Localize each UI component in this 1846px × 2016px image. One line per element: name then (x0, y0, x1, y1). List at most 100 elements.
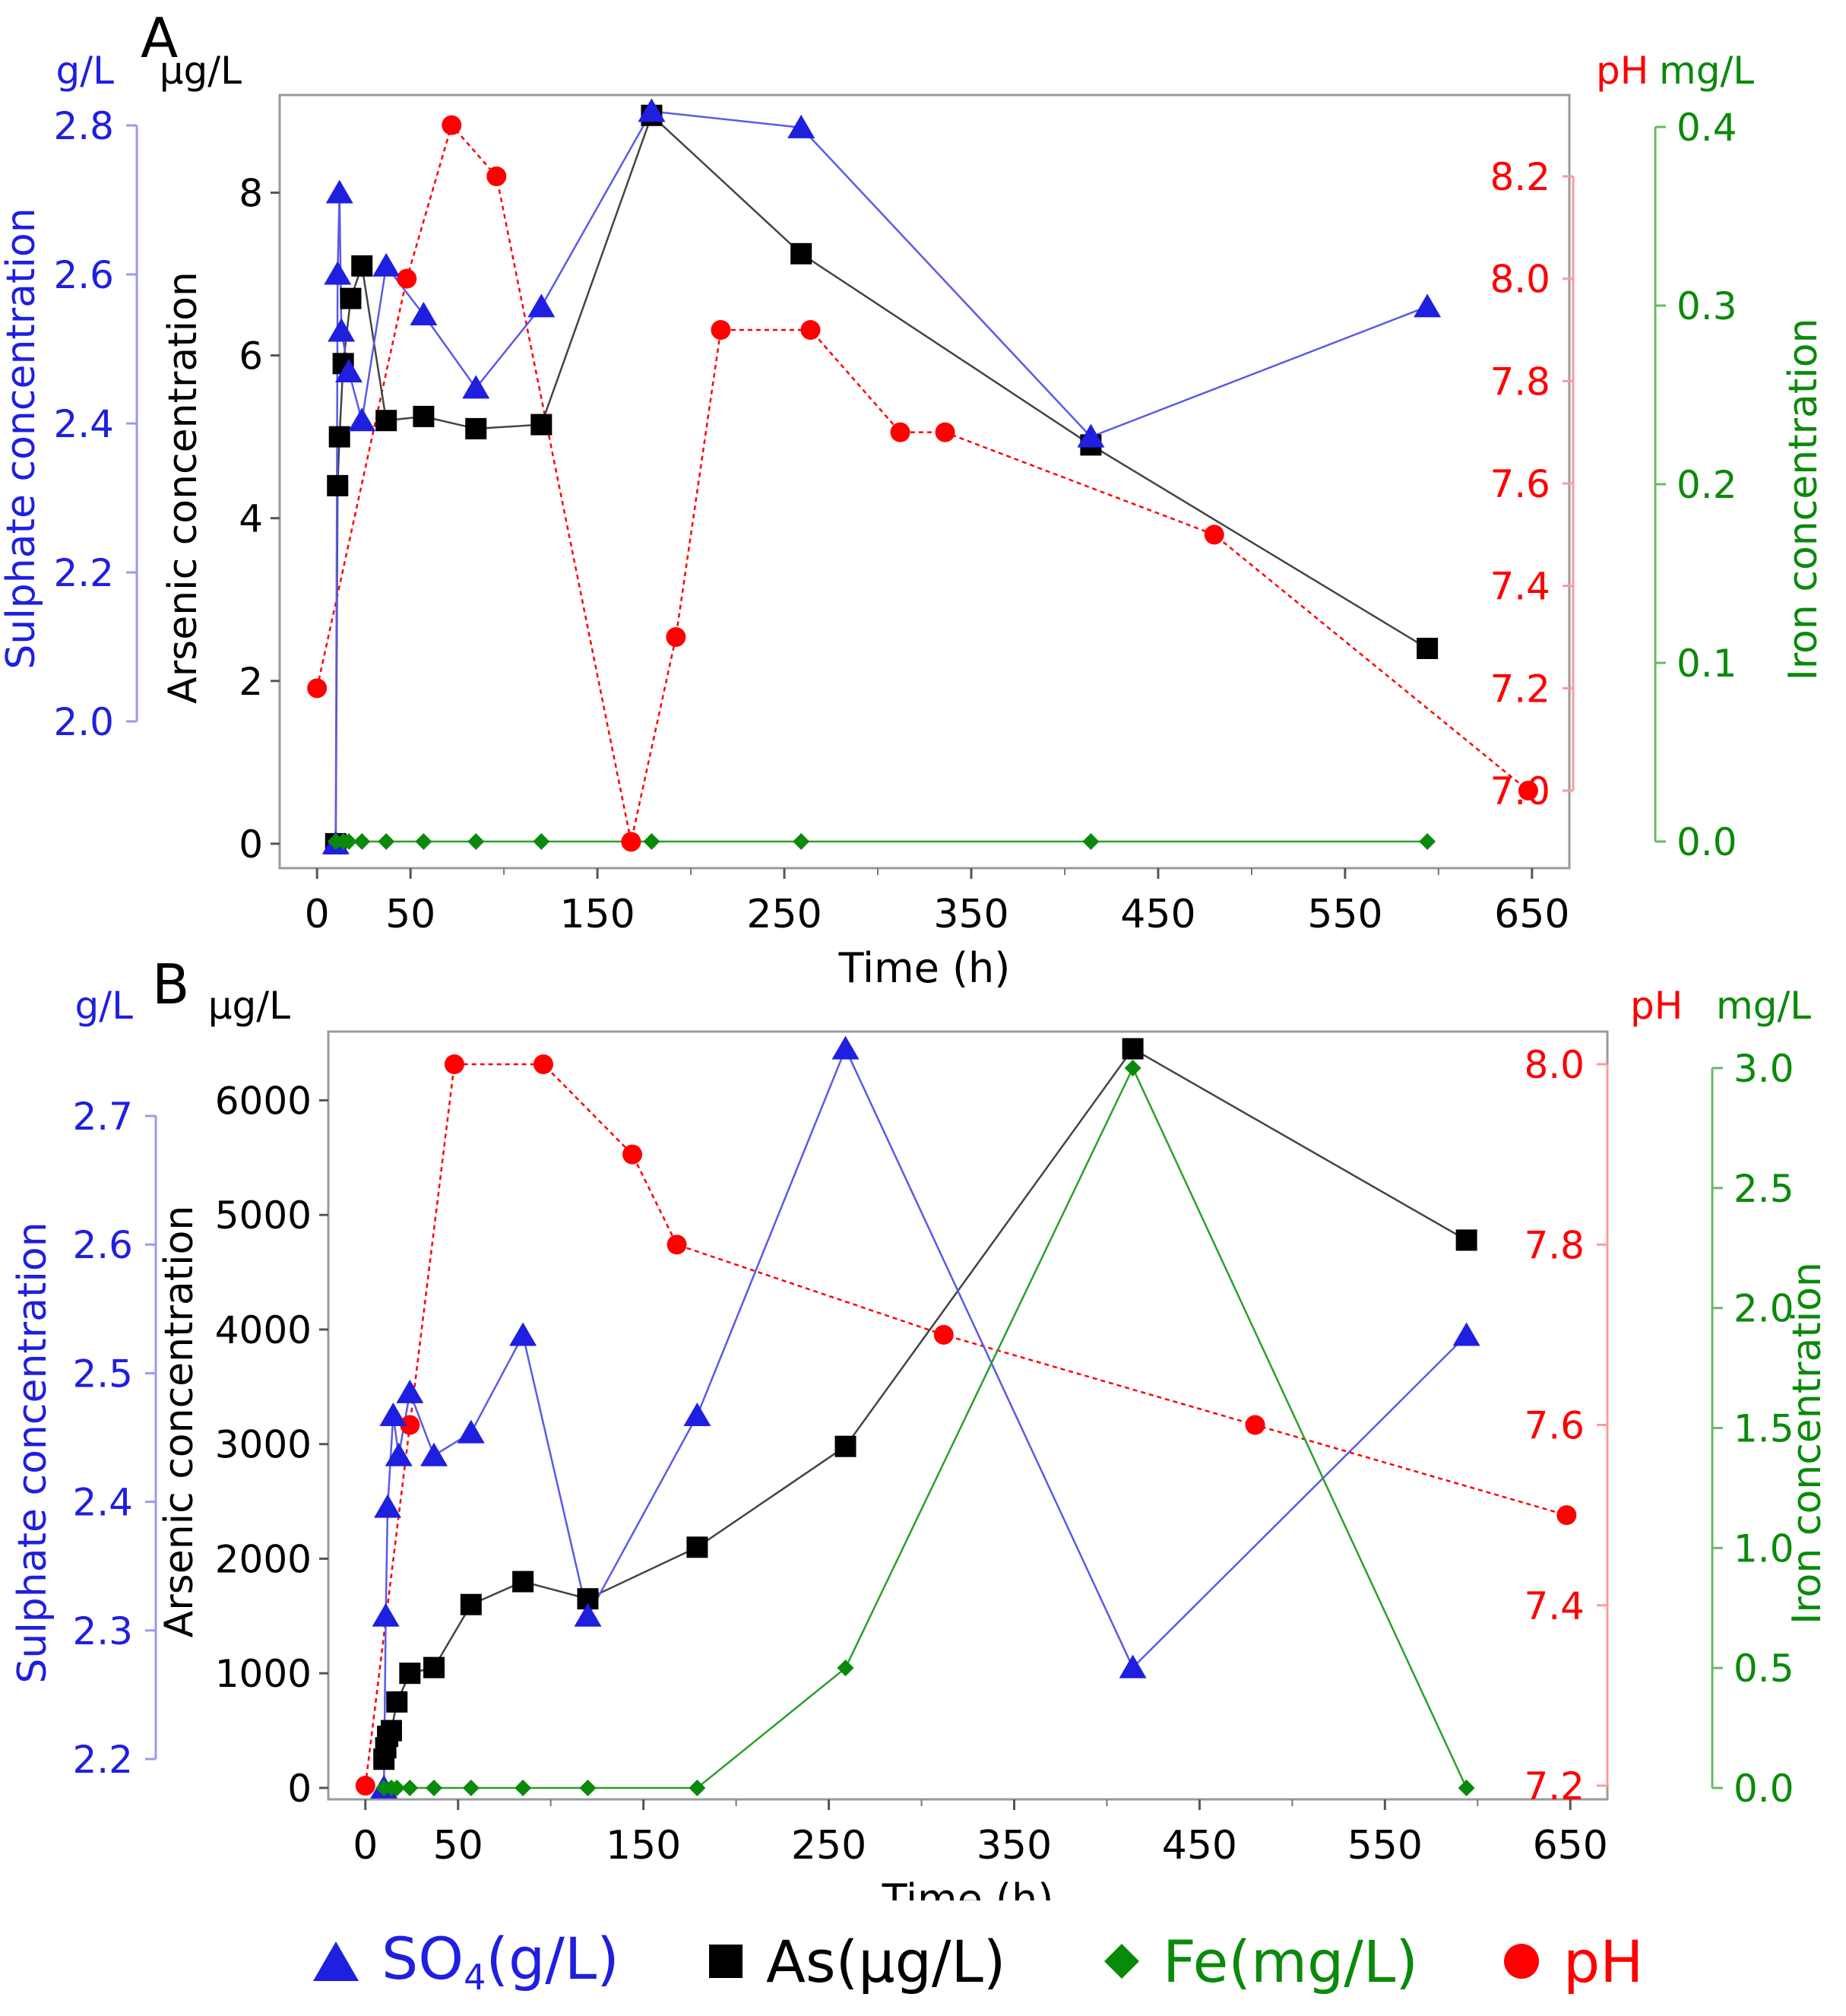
arsenic-tick-label: 5000 (215, 1193, 312, 1238)
ph-point (935, 422, 955, 442)
fe-point (378, 833, 395, 850)
as-point (386, 1691, 408, 1713)
so4-point (379, 1403, 407, 1426)
series-line-ph (315, 123, 1529, 842)
so4-point (574, 1602, 602, 1627)
series-line-as (334, 113, 1428, 844)
arsenic-tick-label: 0 (239, 823, 263, 867)
x-tick-label: 250 (791, 1823, 866, 1869)
as-point (1417, 637, 1439, 659)
ph-point (666, 627, 686, 647)
ph-unit: pH (1630, 984, 1683, 1028)
arsenic-unit: μg/L (160, 49, 242, 93)
x-tick-label: 150 (606, 1823, 681, 1869)
ph-point (621, 832, 641, 852)
arsenic-tick-label: 6000 (215, 1079, 312, 1123)
sulphate-tick-label: 2.2 (72, 1738, 133, 1782)
plot-frame (327, 1030, 1609, 1801)
ph-point (442, 115, 462, 135)
ph-point (1245, 1415, 1265, 1435)
ph-tick-label: 8.0 (1490, 258, 1550, 302)
x-tick-label: 250 (746, 892, 822, 937)
iron-tick-label: 1.0 (1734, 1526, 1794, 1571)
as-point (834, 1435, 857, 1457)
legend-label-as: As(μg/L) (766, 1927, 1006, 1995)
fe-point (426, 1780, 443, 1796)
sulphate-axis-title: Sulphate concentration (10, 1222, 55, 1683)
legend-marker-circle (1504, 1944, 1539, 1979)
as-point (327, 474, 349, 496)
so4-point (324, 261, 352, 285)
fe-point (340, 833, 357, 850)
arsenic-tick-label: 0 (287, 1767, 312, 1811)
as-point (460, 1593, 482, 1615)
legend-marker-diamond (1104, 1944, 1139, 1979)
fe-point (533, 833, 550, 850)
ph-point (890, 422, 910, 442)
iron-unit: mg/L (1659, 49, 1754, 93)
iron-tick-label: 0.2 (1677, 463, 1737, 507)
as-point (351, 255, 373, 277)
as-point (423, 1656, 445, 1678)
ph-tick-label: 7.8 (1490, 360, 1550, 404)
sulphate-tick-label: 2.0 (53, 700, 114, 744)
arsenic-tick-label: 6 (239, 334, 263, 379)
as-point (375, 410, 397, 432)
so4-point (334, 358, 363, 382)
x-tick-label: 150 (559, 892, 635, 937)
legend-label-ph: pH (1563, 1927, 1644, 1995)
as-point (413, 405, 435, 427)
legend-item-fe: Fe(mg/L) (1102, 1919, 1418, 2003)
ph-tick-label: 7.6 (1490, 462, 1550, 506)
sulphate-tick-label: 2.6 (53, 253, 114, 297)
ph-point (1518, 781, 1538, 800)
sulphate-tick-label: 2.6 (72, 1223, 133, 1267)
arsenic-tick-label: 4000 (215, 1308, 312, 1352)
x-tick-label: 450 (1120, 892, 1195, 937)
ph-tick-label: 7.6 (1524, 1404, 1585, 1448)
arsenic-axis-title: Arsenic concentration (160, 271, 206, 704)
x-tick-label: 50 (385, 892, 435, 937)
fe-point (1458, 1780, 1475, 1796)
iron-tick-label: 1.5 (1734, 1407, 1794, 1451)
so4-point (509, 1322, 537, 1346)
so4-point (420, 1442, 448, 1466)
iron-axis-title: Iron concentration (1784, 1262, 1830, 1625)
fe-point (401, 1780, 419, 1796)
iron-tick-label: 0.4 (1677, 106, 1737, 150)
panel-a: A 0 50 150 250 350 450 550 650 Time (h) 0 2 4 6 8 μg/L A… (0, 6, 1826, 992)
sulphate-axis-title: Sulphate concentration (0, 208, 44, 669)
sulphate-tick-label: 2.2 (53, 551, 114, 595)
fe-point (515, 1780, 532, 1796)
as-point (399, 1663, 421, 1685)
ph-point (533, 1054, 553, 1074)
fe-point (837, 1659, 854, 1677)
so4-point (1414, 293, 1442, 318)
fe-point (643, 833, 660, 850)
legend: SO4(g/L) As(μg/L) Fe(mg/L) pH (0, 1900, 1846, 2014)
figure: A 0 50 150 250 350 450 550 650 Time (h) 0 2 4 6 8 μg/L A… (0, 6, 1830, 1900)
iron-tick-label: 3.0 (1734, 1047, 1794, 1091)
arsenic-tick-label: 3000 (215, 1423, 312, 1467)
iron-tick-label: 0.0 (1734, 1767, 1794, 1811)
ph-tick-label: 7.4 (1490, 565, 1550, 609)
ph-point (622, 1144, 643, 1165)
x-tick-label: 450 (1162, 1823, 1237, 1869)
legend-label-fe: Fe(mg/L) (1163, 1927, 1418, 1995)
x-tick-label: 0 (353, 1823, 378, 1869)
series-line-so4 (334, 110, 1428, 844)
ph-unit: pH (1596, 49, 1648, 93)
sulphate-tick-label: 2.7 (72, 1095, 133, 1139)
fe-point (1419, 833, 1436, 850)
as-point (328, 426, 350, 448)
legend-marker-square (709, 1945, 743, 1978)
x-tick-label: 350 (933, 892, 1008, 937)
sulphate-tick-label: 2.4 (53, 402, 114, 446)
so4-point (831, 1035, 860, 1060)
as-point (1455, 1229, 1477, 1251)
iron-tick-label: 0.1 (1677, 642, 1737, 686)
ph-point (711, 320, 731, 340)
as-point (530, 414, 553, 436)
fe-point (467, 833, 485, 850)
iron-unit: mg/L (1716, 984, 1811, 1028)
